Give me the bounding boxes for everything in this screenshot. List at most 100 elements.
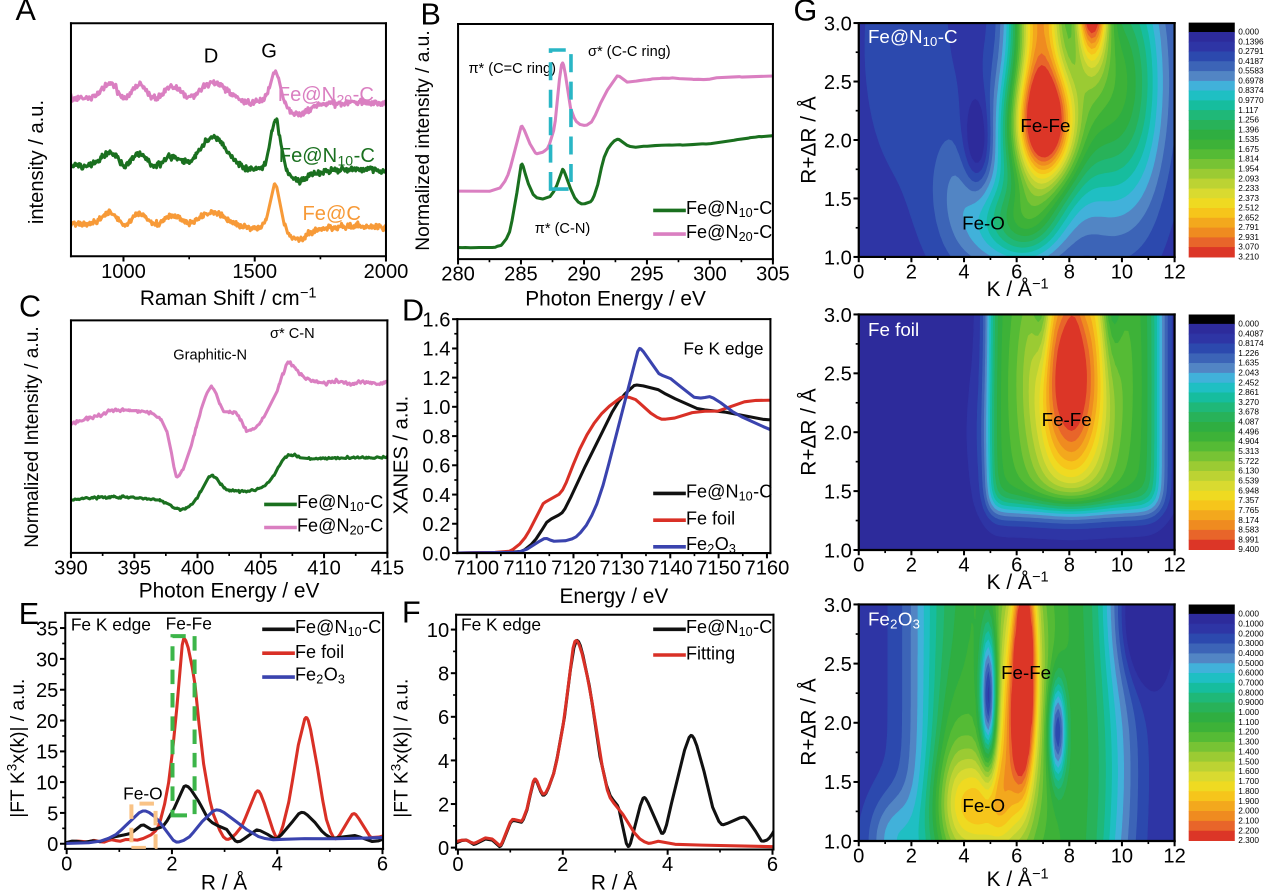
svg-text:6.130: 6.130	[1238, 466, 1259, 476]
svg-text:8: 8	[1064, 846, 1075, 868]
svg-text:290: 290	[567, 264, 601, 286]
svg-text:B: B	[421, 0, 441, 32]
svg-text:2.512: 2.512	[1238, 203, 1259, 213]
svg-text:0.6978: 0.6978	[1238, 75, 1264, 85]
svg-text:1.954: 1.954	[1238, 164, 1259, 174]
svg-text:F e O 2 3: F e O 2 3	[686, 530, 736, 558]
svg-text:0: 0	[47, 834, 58, 856]
svg-text:2000: 2000	[364, 261, 409, 283]
svg-text:1500: 1500	[232, 261, 277, 283]
svg-text:F e @ N - C 2 0: F e @ N - C 2 0	[686, 218, 778, 246]
svg-text:2.043: 2.043	[1238, 368, 1259, 378]
svg-text:1.200: 1.200	[1238, 727, 1259, 737]
svg-text:20: 20	[36, 711, 58, 733]
svg-text:R+ΔR / Å: R+ΔR / Å	[797, 388, 820, 476]
svg-text:0.000: 0.000	[1238, 609, 1259, 619]
svg-text:4.496: 4.496	[1238, 426, 1259, 436]
svg-text:2: 2	[906, 846, 917, 868]
svg-text:Fe-O: Fe-O	[962, 795, 1005, 816]
svg-text:D: D	[402, 294, 424, 328]
svg-text:8.991: 8.991	[1238, 534, 1259, 544]
svg-text:4: 4	[438, 751, 449, 773]
svg-text:7140: 7140	[648, 558, 693, 580]
svg-text:6: 6	[767, 854, 778, 876]
svg-text:2.0: 2.0	[824, 130, 852, 152]
svg-text:3.270: 3.270	[1238, 397, 1259, 407]
svg-text:0: 0	[438, 838, 449, 860]
svg-text:1.2: 1.2	[422, 368, 450, 390]
svg-text:1.4: 1.4	[422, 339, 450, 361]
svg-text:1.6: 1.6	[422, 310, 450, 332]
svg-text:π* (C=C ring): π* (C=C ring)	[469, 61, 556, 77]
svg-text:1.0: 1.0	[824, 247, 852, 269]
svg-text:R a m a n S h i f t / c: R a m a n S h i f t / c m − 1	[140, 277, 317, 310]
svg-text:1.0: 1.0	[422, 397, 450, 419]
svg-text:1.900: 1.900	[1238, 796, 1259, 806]
svg-text:0.4000: 0.4000	[1238, 648, 1264, 658]
svg-text:0.8000: 0.8000	[1238, 687, 1264, 697]
svg-text:415: 415	[371, 557, 405, 579]
svg-text:2.791: 2.791	[1238, 222, 1259, 232]
svg-text:0.000: 0.000	[1238, 27, 1259, 37]
svg-text:12: 12	[1163, 555, 1185, 577]
svg-text:intensity / a.u.: intensity / a.u.	[26, 100, 48, 224]
svg-text:F e O 2 3: F e O 2 3	[295, 661, 345, 689]
svg-text:6.948: 6.948	[1238, 485, 1259, 495]
svg-text:0.9000: 0.9000	[1238, 697, 1264, 707]
svg-text:410: 410	[307, 557, 341, 579]
svg-text:2.452: 2.452	[1238, 377, 1259, 387]
svg-text:10: 10	[427, 620, 449, 642]
svg-text:1.000: 1.000	[1238, 707, 1259, 717]
svg-text:K / Å − 1: K / Å − 1	[987, 561, 1049, 594]
svg-text:F e @ N - C 2 0: F e @ N - C 2 0	[297, 511, 389, 539]
svg-text:R / Å: R / Å	[201, 871, 247, 894]
svg-text:Fe-Fe: Fe-Fe	[1042, 409, 1092, 430]
svg-text:7.357: 7.357	[1238, 495, 1259, 505]
svg-text:1.226: 1.226	[1238, 348, 1259, 358]
svg-text:1.700: 1.700	[1238, 776, 1259, 786]
svg-text:2.373: 2.373	[1238, 193, 1259, 203]
svg-text:0: 0	[853, 555, 864, 577]
svg-text:R+ΔR / Å: R+ΔR / Å	[797, 678, 820, 766]
svg-text:1.535: 1.535	[1238, 134, 1259, 144]
svg-text:7.765: 7.765	[1238, 505, 1259, 515]
svg-text:0.5000: 0.5000	[1238, 658, 1264, 668]
svg-text:2: 2	[166, 853, 177, 875]
svg-text:0.4: 0.4	[422, 485, 450, 507]
svg-text:3.210: 3.210	[1238, 252, 1259, 262]
svg-text:12: 12	[1163, 261, 1185, 283]
svg-text:| F T K x ( k ) | / a .: | F T K x ( k ) | / a . u . 3	[388, 673, 413, 818]
svg-text:3.070: 3.070	[1238, 242, 1259, 252]
svg-text:1000: 1000	[101, 261, 146, 283]
svg-text:F e @ N - C 1 0: F e @ N - C 1 0	[295, 613, 387, 641]
svg-text:7130: 7130	[599, 558, 644, 580]
svg-text:2.5: 2.5	[824, 72, 852, 94]
svg-text:10: 10	[36, 772, 58, 794]
svg-text:2.5: 2.5	[824, 654, 852, 676]
svg-text:Fe K edge: Fe K edge	[683, 338, 763, 358]
svg-text:4.087: 4.087	[1238, 417, 1259, 427]
svg-text:35: 35	[36, 618, 58, 640]
svg-text:Normalized intensity / a.u.: Normalized intensity / a.u.	[413, 30, 434, 250]
svg-text:0.8374: 0.8374	[1238, 85, 1264, 95]
svg-text:1.400: 1.400	[1238, 746, 1259, 756]
svg-text:2.5: 2.5	[824, 364, 852, 386]
svg-text:1.675: 1.675	[1238, 144, 1259, 154]
svg-text:0.8174: 0.8174	[1238, 338, 1264, 348]
svg-text:Fe K edge: Fe K edge	[71, 615, 151, 635]
svg-text:6: 6	[1011, 846, 1022, 868]
svg-text:300: 300	[693, 264, 727, 286]
svg-text:3.0: 3.0	[824, 13, 852, 35]
svg-text:Graphitic-N: Graphitic-N	[173, 347, 247, 363]
svg-text:R+ΔR / Å: R+ΔR / Å	[797, 96, 820, 184]
svg-text:6: 6	[1011, 555, 1022, 577]
svg-text:F e @ N - C 1 0: F e @ N - C 1 0	[686, 477, 778, 505]
svg-text:400: 400	[181, 557, 215, 579]
svg-text:295: 295	[630, 264, 664, 286]
svg-text:405: 405	[244, 557, 278, 579]
svg-text:2.0: 2.0	[824, 713, 852, 735]
svg-text:2.300: 2.300	[1238, 835, 1259, 845]
svg-text:10: 10	[1111, 261, 1133, 283]
svg-text:3.0: 3.0	[824, 305, 852, 327]
svg-text:2: 2	[438, 794, 449, 816]
